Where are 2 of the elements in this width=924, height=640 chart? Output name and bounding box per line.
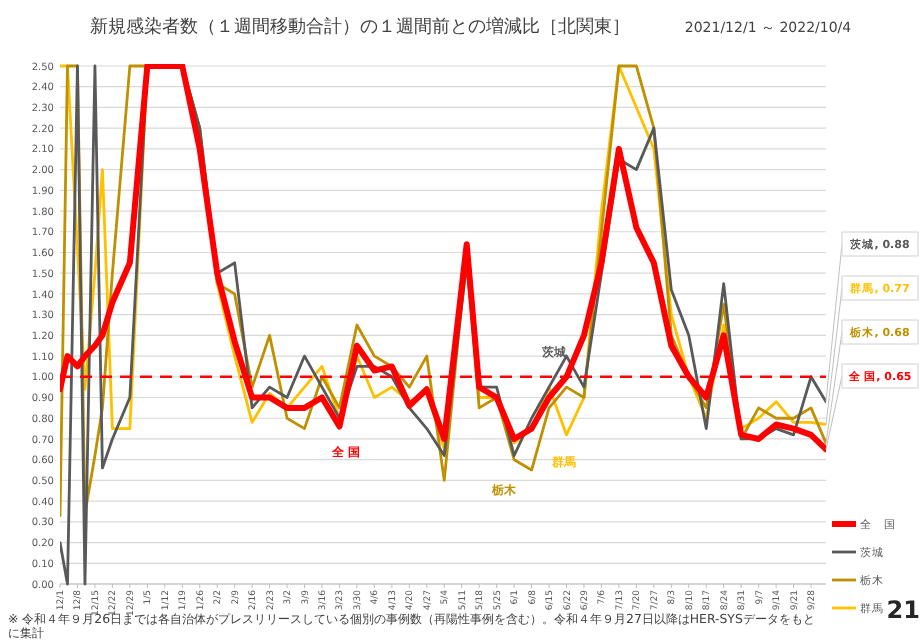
text: 21 (886, 596, 920, 624)
chart-title: 新規感染者数（１週間移動合計）の１週間前との増減比［北関東］ (90, 16, 630, 38)
